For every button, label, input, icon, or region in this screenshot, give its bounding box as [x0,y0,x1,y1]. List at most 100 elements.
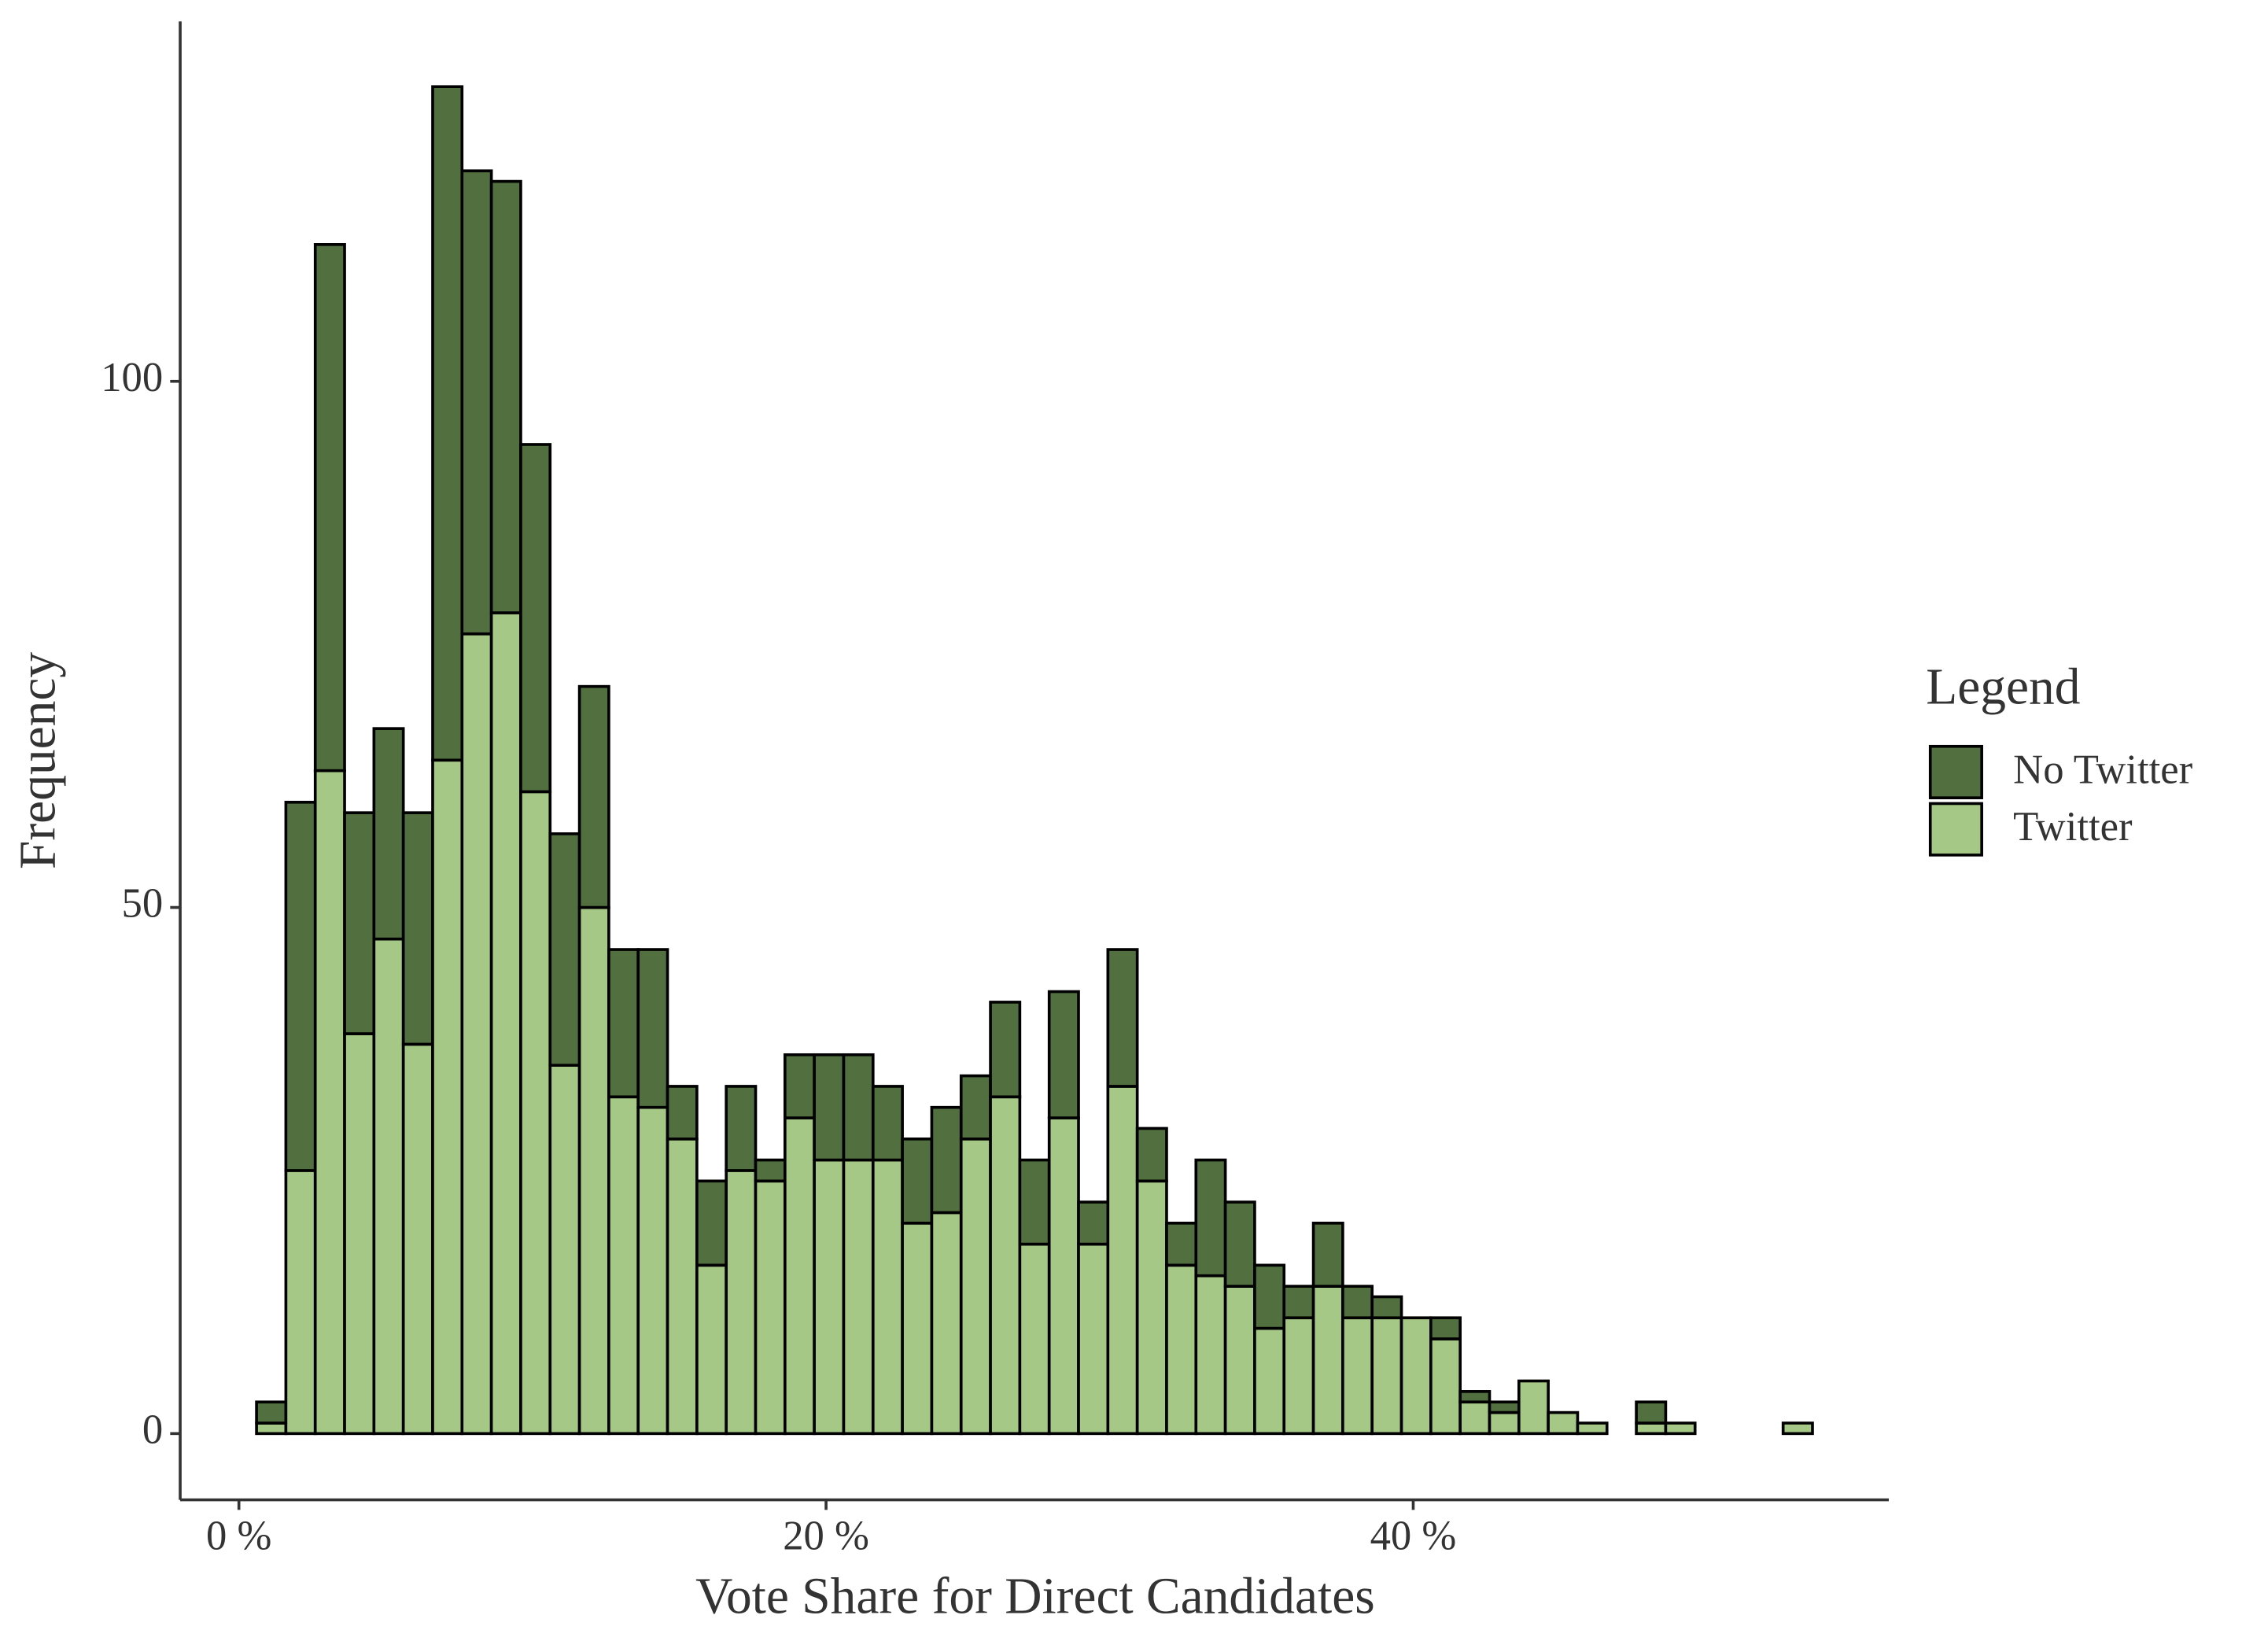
histogram-bar [431,85,464,762]
histogram-bar [519,790,552,1436]
histogram-bar [460,632,493,1436]
legend-label: No Twitter [2013,747,2192,792]
histogram-bar [871,1158,904,1436]
histogram-bar [1047,1116,1080,1436]
histogram-bar [930,1211,963,1436]
x-axis-label: Vote Share for Direct Candidates [695,1569,1375,1625]
legend-label: Twitter [2013,804,2133,850]
histogram-bar [577,684,610,909]
histogram-bar [989,1001,1022,1099]
histogram-bar [255,1422,288,1436]
histogram-bar [1635,1422,1668,1436]
x-tick-label: 40 % [1370,1514,1457,1559]
histogram-bar [725,1085,758,1172]
histogram-bar [1077,1200,1110,1246]
histogram-bar [959,1137,992,1436]
histogram-bar [1635,1400,1668,1425]
histogram-bar [725,1169,758,1436]
histogram-bar [695,1179,728,1267]
histogram-bar [1547,1410,1580,1436]
histogram-bar [1165,1222,1198,1267]
histogram-bar [401,811,434,1046]
histogram-bar [1165,1263,1198,1436]
histogram-bar [754,1158,787,1183]
histogram-bar [989,1095,1022,1436]
y-axis-label: Frequency [10,652,67,869]
histogram-bar [1135,1127,1168,1183]
histogram-bar [1311,1222,1344,1288]
histogram-bar [1282,1285,1315,1320]
histogram-bar [1429,1337,1462,1436]
histogram-bar [1488,1400,1521,1414]
histogram-bar [1341,1316,1374,1436]
x-tick-label: 20 % [783,1514,869,1559]
histogram-bar [401,1042,434,1436]
histogram-bar [754,1179,787,1436]
histogram-bar [548,832,581,1067]
histogram-bar [636,1105,669,1436]
histogram-bar [1517,1379,1550,1436]
histogram-bar [1458,1400,1492,1436]
legend-swatch [1928,744,1983,800]
histogram-bar [1429,1316,1462,1340]
histogram-bar [930,1105,963,1215]
histogram-bar [489,611,522,1436]
histogram-bar [1047,990,1080,1119]
histogram-bar [1194,1274,1227,1436]
histogram-bar [607,948,640,1099]
y-tick-label: 0 [142,1407,163,1452]
y-tick-label: 100 [101,355,163,400]
histogram-bar [284,800,317,1172]
histogram-bar [842,1158,875,1436]
histogram-bar [519,443,552,794]
histogram-bar [1106,948,1139,1088]
histogram-bar [1341,1285,1374,1320]
histogram-bar [1370,1316,1403,1436]
histogram-bar [284,1169,317,1436]
histogram-bar [372,727,405,941]
histogram-bar [666,1085,699,1141]
histogram-bar [343,1032,376,1436]
histogram-bar [313,243,346,773]
histogram-bar [1399,1316,1433,1436]
histogram-bar [1106,1085,1139,1436]
histogram-bar [1488,1410,1521,1436]
histogram-bar [460,169,493,636]
histogram-bar [1576,1422,1609,1436]
histogram-bar [255,1400,288,1425]
histogram-bar [1664,1422,1697,1436]
histogram-bar [1370,1295,1403,1320]
histogram-bar [666,1137,699,1436]
histogram-bar [1253,1326,1286,1436]
histogram-bar [548,1064,581,1436]
histogram-bar [1311,1285,1344,1436]
histogram-bar [1018,1158,1051,1246]
legend-swatch [1928,802,1983,857]
histogram-bar [636,948,669,1109]
histogram-bar [1223,1200,1256,1288]
histogram-bar [1018,1242,1051,1436]
histogram-bar [1135,1179,1168,1436]
histogram-bar [813,1158,846,1436]
histogram-bar [901,1222,934,1436]
histogram-bar [1223,1285,1256,1436]
histogram-bar [1253,1263,1286,1330]
y-tick-label: 50 [122,881,164,927]
histogram-bar [1077,1242,1110,1436]
legend-title: Legend [1926,659,2080,716]
histogram-bar [901,1137,934,1225]
histogram-bar [1781,1422,1814,1436]
histogram-bar [784,1116,816,1436]
histogram-bar [343,811,376,1035]
x-tick-label: 0 % [206,1514,271,1559]
histogram-bar [489,179,522,614]
histogram-bar [431,758,464,1436]
histogram-bar [313,769,346,1436]
histogram-bar [607,1095,640,1436]
histogram-bar [871,1085,904,1162]
histogram-bar [959,1074,992,1141]
histogram-bar [842,1053,875,1162]
histogram-bar [813,1053,846,1162]
histogram-bar [1458,1390,1492,1404]
